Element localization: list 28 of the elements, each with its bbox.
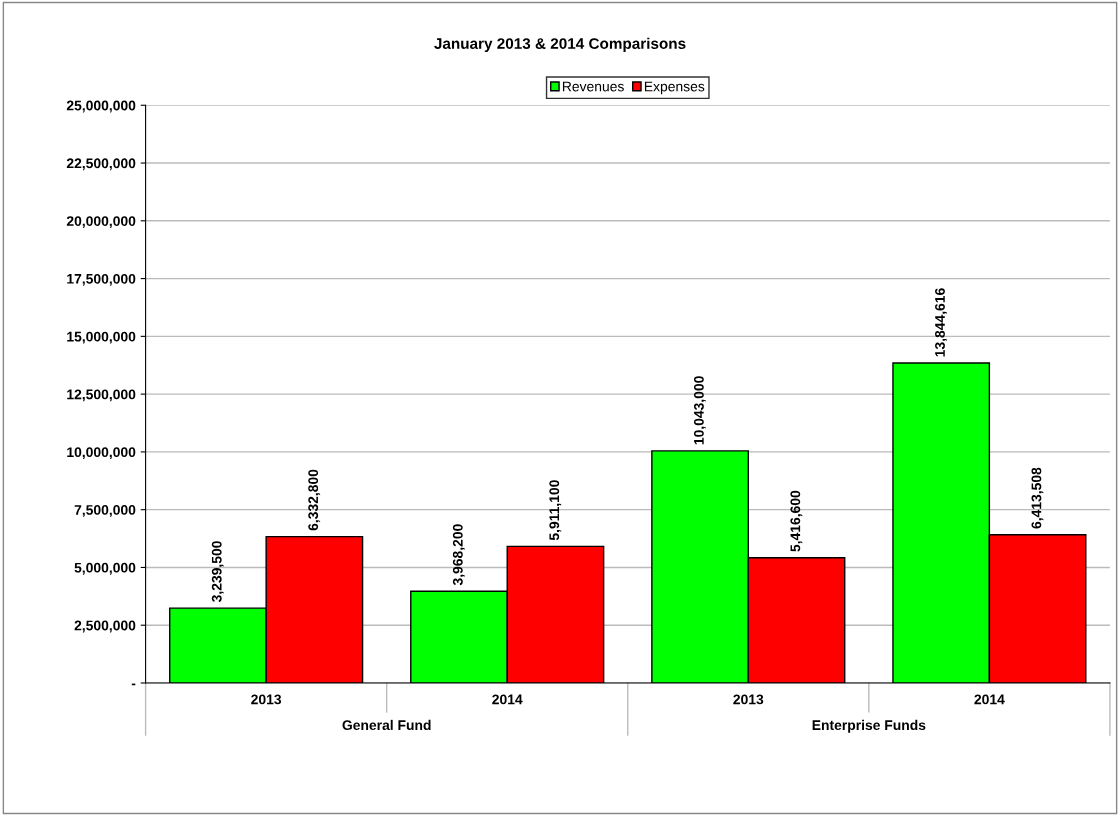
legend-label: Expenses	[644, 81, 705, 95]
chart-title: January 2013 & 2014 Comparisons	[434, 37, 686, 52]
data-label: 3,239,500	[211, 541, 224, 603]
data-label: 5,416,600	[790, 490, 803, 552]
y-tick-label: 25,000,000	[66, 100, 136, 113]
data-label: 6,332,800	[308, 469, 321, 531]
x-tick-label: 2013	[251, 694, 282, 705]
y-tick-label: 20,000,000	[66, 216, 136, 228]
y-tick-label: 12,500,000	[67, 389, 136, 402]
y-tick-label: 10,000,000	[67, 447, 136, 460]
data-label: 3,968,200	[452, 524, 465, 586]
data-label: 10,043,000	[693, 376, 706, 445]
y-tick-label: 17,500,000	[67, 273, 136, 286]
data-label: 6,413,508	[1031, 467, 1044, 529]
y-tick-label: 15,000,000	[67, 331, 136, 344]
data-label: 13,844,616	[935, 288, 947, 357]
data-label: 5,911,100	[549, 480, 562, 541]
x-tick-label: 2013	[733, 694, 764, 705]
x-tick-label: 2014	[974, 694, 1005, 705]
y-tick-label: 22,500,000	[66, 158, 136, 171]
y-tick-label: -	[131, 683, 136, 686]
text: Enterprise Funds	[812, 719, 926, 733]
x-tick-label: 2014	[492, 694, 523, 705]
y-tick-label: 7,500,000	[74, 505, 136, 517]
y-tick-label: 2,500,000	[74, 620, 136, 633]
text: General Fund	[342, 719, 431, 731]
y-tick-label: 5,000,000	[74, 562, 136, 575]
legend-label: Revenues	[562, 81, 624, 92]
